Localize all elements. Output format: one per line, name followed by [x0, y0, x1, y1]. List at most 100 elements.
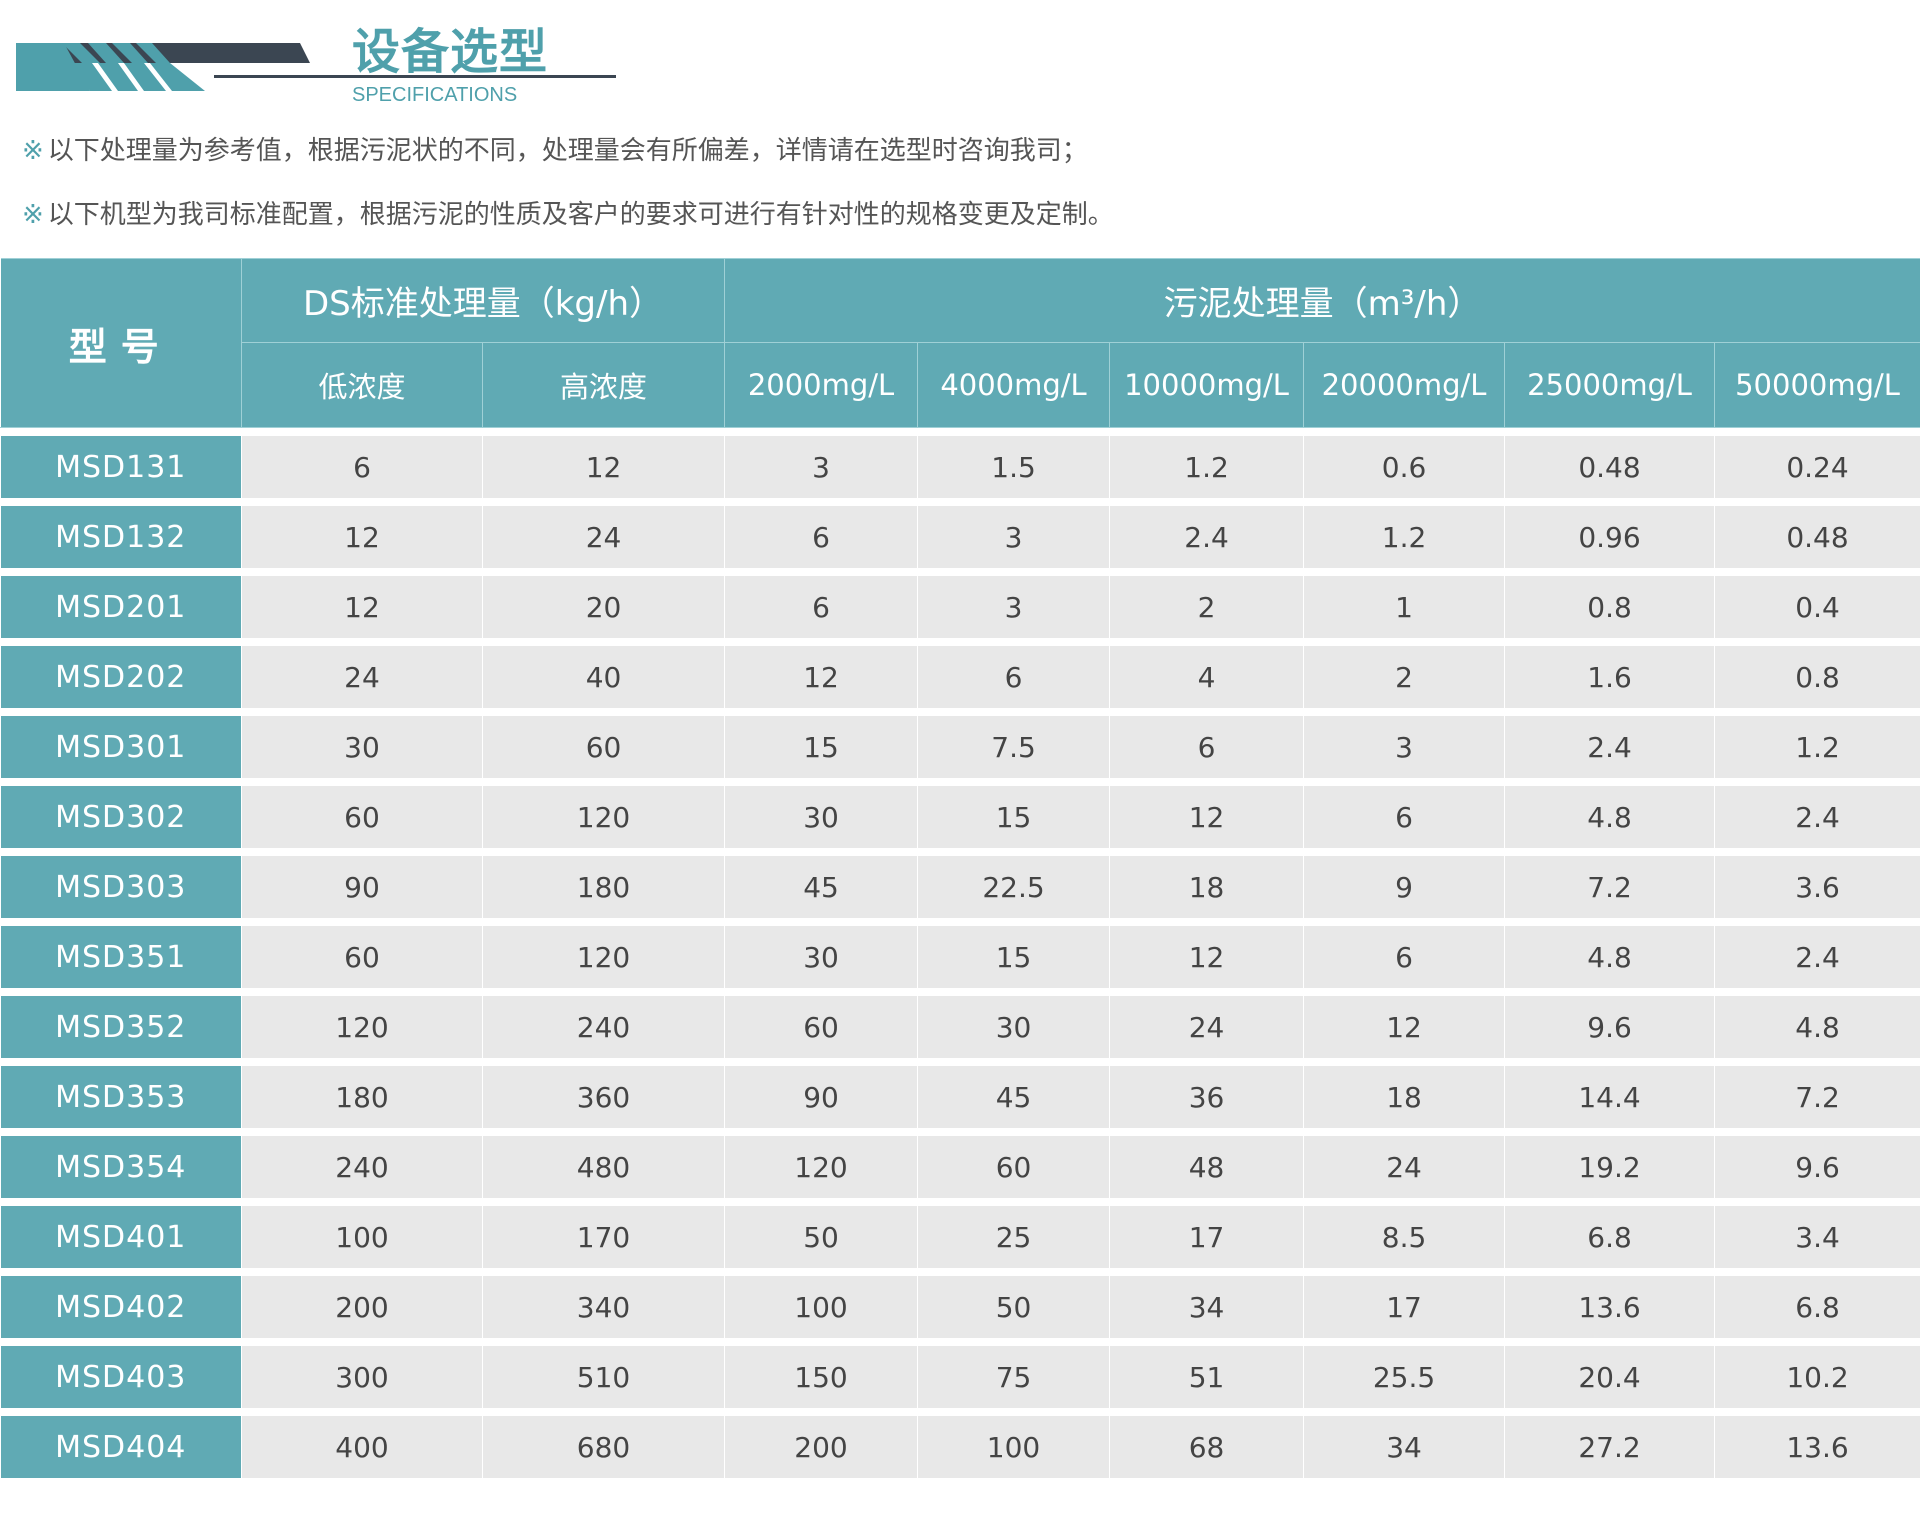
spacer: [0, 778, 1920, 786]
spacer: [0, 1268, 1920, 1276]
model-cell: MSD354: [0, 1136, 242, 1198]
value-cell: 2.4: [1714, 926, 1920, 988]
value-cell: 680: [481, 1416, 726, 1478]
value-cell: 7.2: [1714, 1066, 1920, 1128]
model-cell: MSD302: [0, 786, 242, 848]
spacer: [0, 1198, 1920, 1206]
value-cell: 34: [1303, 1416, 1506, 1478]
value-cell: 6: [1303, 786, 1506, 848]
spacer: [0, 638, 1920, 646]
value-cell: 120: [481, 786, 726, 848]
value-cell: 90: [724, 1066, 919, 1128]
spacer: [0, 427, 1920, 436]
reference-mark-icon: ※: [22, 200, 44, 230]
value-cell: 9.6: [1714, 1136, 1920, 1198]
column-header: 高浓度: [481, 342, 726, 428]
value-cell: 24: [1109, 996, 1305, 1058]
value-cell: 300: [241, 1346, 483, 1408]
value-cell: 6.8: [1504, 1206, 1716, 1268]
value-cell: 20: [481, 576, 726, 638]
value-cell: 60: [241, 926, 483, 988]
value-cell: 0.24: [1714, 436, 1920, 498]
value-cell: 51: [1109, 1346, 1305, 1408]
value-cell: 3: [724, 436, 919, 498]
table-row: MSD353 180 360 90 45 36 18 14.4 7.2: [0, 1066, 1920, 1128]
spacer: [0, 988, 1920, 996]
table-row: MSD303 90 180 45 22.5 18 9 7.2 3.6: [0, 856, 1920, 918]
table-row: MSD354 240 480 120 60 48 24 19.2 9.6: [0, 1136, 1920, 1198]
value-cell: 2: [1303, 646, 1506, 708]
model-cell: MSD351: [0, 926, 242, 988]
value-cell: 0.6: [1303, 436, 1506, 498]
table-row: MSD302 60 120 30 15 12 6 4.8 2.4: [0, 786, 1920, 848]
model-cell: MSD202: [0, 646, 242, 708]
value-cell: 18: [1109, 856, 1305, 918]
table-row: MSD351 60 120 30 15 12 6 4.8 2.4: [0, 926, 1920, 988]
value-cell: 50: [724, 1206, 919, 1268]
value-cell: 100: [917, 1416, 1111, 1478]
value-cell: 6: [724, 506, 919, 568]
value-cell: 2: [1109, 576, 1305, 638]
column-header: 低浓度: [241, 342, 483, 428]
value-cell: 17: [1303, 1276, 1506, 1338]
table-row: MSD132 12 24 6 3 2.4 1.2 0.96 0.48: [0, 506, 1920, 568]
value-cell: 9.6: [1504, 996, 1716, 1058]
value-cell: 60: [241, 786, 483, 848]
value-cell: 7.2: [1504, 856, 1716, 918]
value-cell: 60: [481, 716, 726, 778]
value-cell: 15: [724, 716, 919, 778]
value-cell: 8.5: [1303, 1206, 1506, 1268]
spacer: [0, 498, 1920, 506]
value-cell: 48: [1109, 1136, 1305, 1198]
value-cell: 240: [481, 996, 726, 1058]
table-row: MSD404 400 680 200 100 68 34 27.2 13.6: [0, 1416, 1920, 1478]
value-cell: 6: [1303, 926, 1506, 988]
table-row: MSD352 120 240 60 30 24 12 9.6 4.8: [0, 996, 1920, 1058]
value-cell: 1.2: [1109, 436, 1305, 498]
spacer: [0, 848, 1920, 856]
value-cell: 12: [724, 646, 919, 708]
value-cell: 3.4: [1714, 1206, 1920, 1268]
model-cell: MSD401: [0, 1206, 242, 1268]
value-cell: 360: [481, 1066, 726, 1128]
value-cell: 100: [724, 1276, 919, 1338]
value-cell: 25.5: [1303, 1346, 1506, 1408]
page-title: 设备选型: [352, 24, 549, 80]
spacer: [0, 1128, 1920, 1136]
value-cell: 30: [724, 786, 919, 848]
value-cell: 15: [917, 786, 1111, 848]
value-cell: 2.4: [1504, 716, 1716, 778]
note-text: 以下处理量为参考值，根据污泥状的不同，处理量会有所偏差，详情请在选型时咨询我司；: [47, 136, 1088, 166]
value-cell: 30: [724, 926, 919, 988]
value-cell: 90: [241, 856, 483, 918]
value-cell: 75: [917, 1346, 1111, 1408]
value-cell: 19.2: [1504, 1136, 1716, 1198]
page-subtitle: SPECIFICATIONS: [352, 84, 518, 106]
value-cell: 30: [917, 996, 1111, 1058]
spacer: [0, 1058, 1920, 1066]
value-cell: 17: [1109, 1206, 1305, 1268]
model-cell: MSD201: [0, 576, 242, 638]
value-cell: 9: [1303, 856, 1506, 918]
column-header: 10000mg/L: [1109, 342, 1305, 428]
value-cell: 170: [481, 1206, 726, 1268]
value-cell: 2.4: [1714, 786, 1920, 848]
specifications-table: 型号 DS标准处理量（kg/h） 污泥处理量（m³/h） 低浓度 高浓度 2000m…: [0, 258, 1920, 1478]
value-cell: 12: [1109, 786, 1305, 848]
value-cell: 45: [917, 1066, 1111, 1128]
value-cell: 6: [1109, 716, 1305, 778]
spacer: [0, 568, 1920, 576]
value-cell: 1: [1303, 576, 1506, 638]
table-row: MSD201 12 20 6 3 2 1 0.8 0.4: [0, 576, 1920, 638]
value-cell: 22.5: [917, 856, 1111, 918]
note-2: ※ 以下机型为我司标准配置，根据污泥的性质及客户的要求可进行有针对性的规格变更及定…: [22, 194, 1114, 231]
value-cell: 180: [481, 856, 726, 918]
value-cell: 40: [481, 646, 726, 708]
value-cell: 0.48: [1504, 436, 1716, 498]
value-cell: 12: [241, 506, 483, 568]
value-cell: 60: [724, 996, 919, 1058]
value-cell: 20.4: [1504, 1346, 1716, 1408]
model-cell: MSD352: [0, 996, 242, 1058]
value-cell: 100: [241, 1206, 483, 1268]
table-row: MSD401 100 170 50 25 17 8.5 6.8 3.4: [0, 1206, 1920, 1268]
